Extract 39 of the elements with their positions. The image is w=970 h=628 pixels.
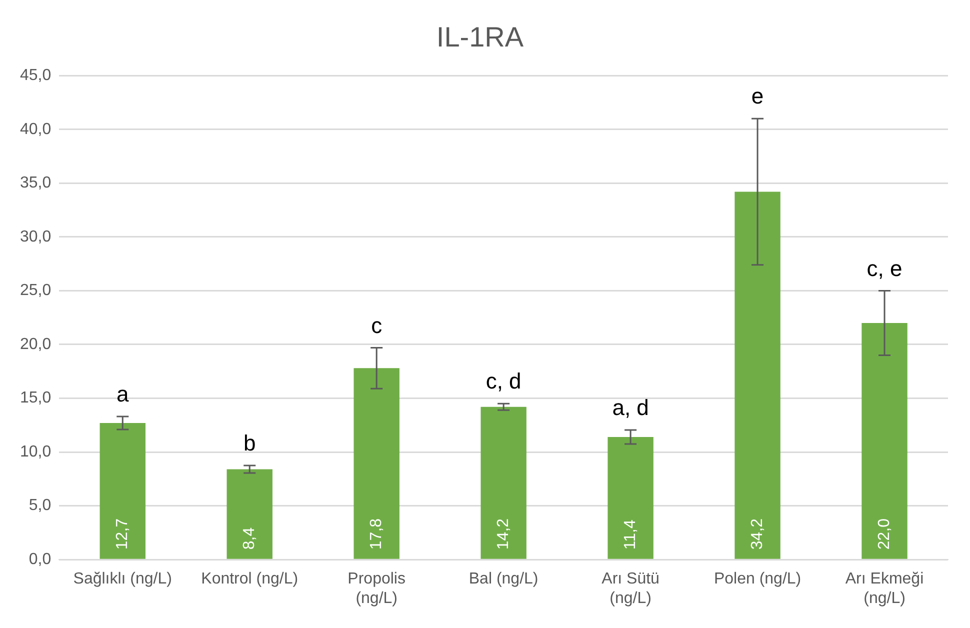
x-tick-label: Kontrol (ng/L): [201, 570, 298, 588]
y-tick-label: 30,0: [20, 228, 52, 246]
annotation: c, d: [486, 368, 522, 394]
y-tick-label: 0,0: [28, 551, 52, 568]
y-tick-label: 45,0: [20, 67, 52, 84]
bar: [100, 423, 146, 559]
bar: [480, 406, 526, 559]
data-label: 22,0: [876, 518, 893, 550]
bar: [734, 192, 780, 559]
annotation: a, d: [612, 395, 649, 420]
bar: [862, 322, 908, 559]
data-label: 11,4: [622, 520, 639, 550]
data-label: 14,2: [494, 518, 512, 550]
x-tick-label: Bal (ng/L): [468, 570, 538, 588]
data-label: 8,4: [241, 527, 258, 550]
annotation: c, e: [866, 256, 902, 281]
data-label: 12,7: [114, 518, 132, 550]
bar: [226, 469, 272, 559]
data-label: 34,2: [748, 518, 766, 550]
bar: [608, 436, 654, 559]
chart-title: IL-1RA: [436, 22, 524, 53]
annotation: b: [243, 430, 256, 456]
y-tick-label: 10,0: [20, 443, 52, 460]
annotation: c: [371, 312, 382, 338]
x-tick-label: Sağlıklı (ng/L): [73, 570, 172, 588]
annotation: a: [116, 382, 130, 407]
y-tick-label: 15,0: [20, 390, 52, 407]
x-tick-label: Arı Sütü (ng/L): [602, 570, 660, 607]
x-tick-label: Polen (ng/L): [714, 570, 802, 588]
y-tick-label: 35,0: [20, 174, 52, 192]
annotation: e: [751, 84, 764, 109]
y-tick-label: 5,0: [28, 497, 52, 514]
bar: [354, 368, 400, 559]
x-tick-label: Arı Ekmeği (ng/L): [845, 570, 924, 607]
x-tick-label: Propolis (ng/L): [348, 570, 406, 607]
y-tick-label: 25,0: [20, 282, 52, 300]
y-tick-label: 20,0: [20, 336, 52, 353]
y-tick-label: 40,0: [20, 120, 52, 138]
data-label: 17,8: [368, 518, 385, 550]
